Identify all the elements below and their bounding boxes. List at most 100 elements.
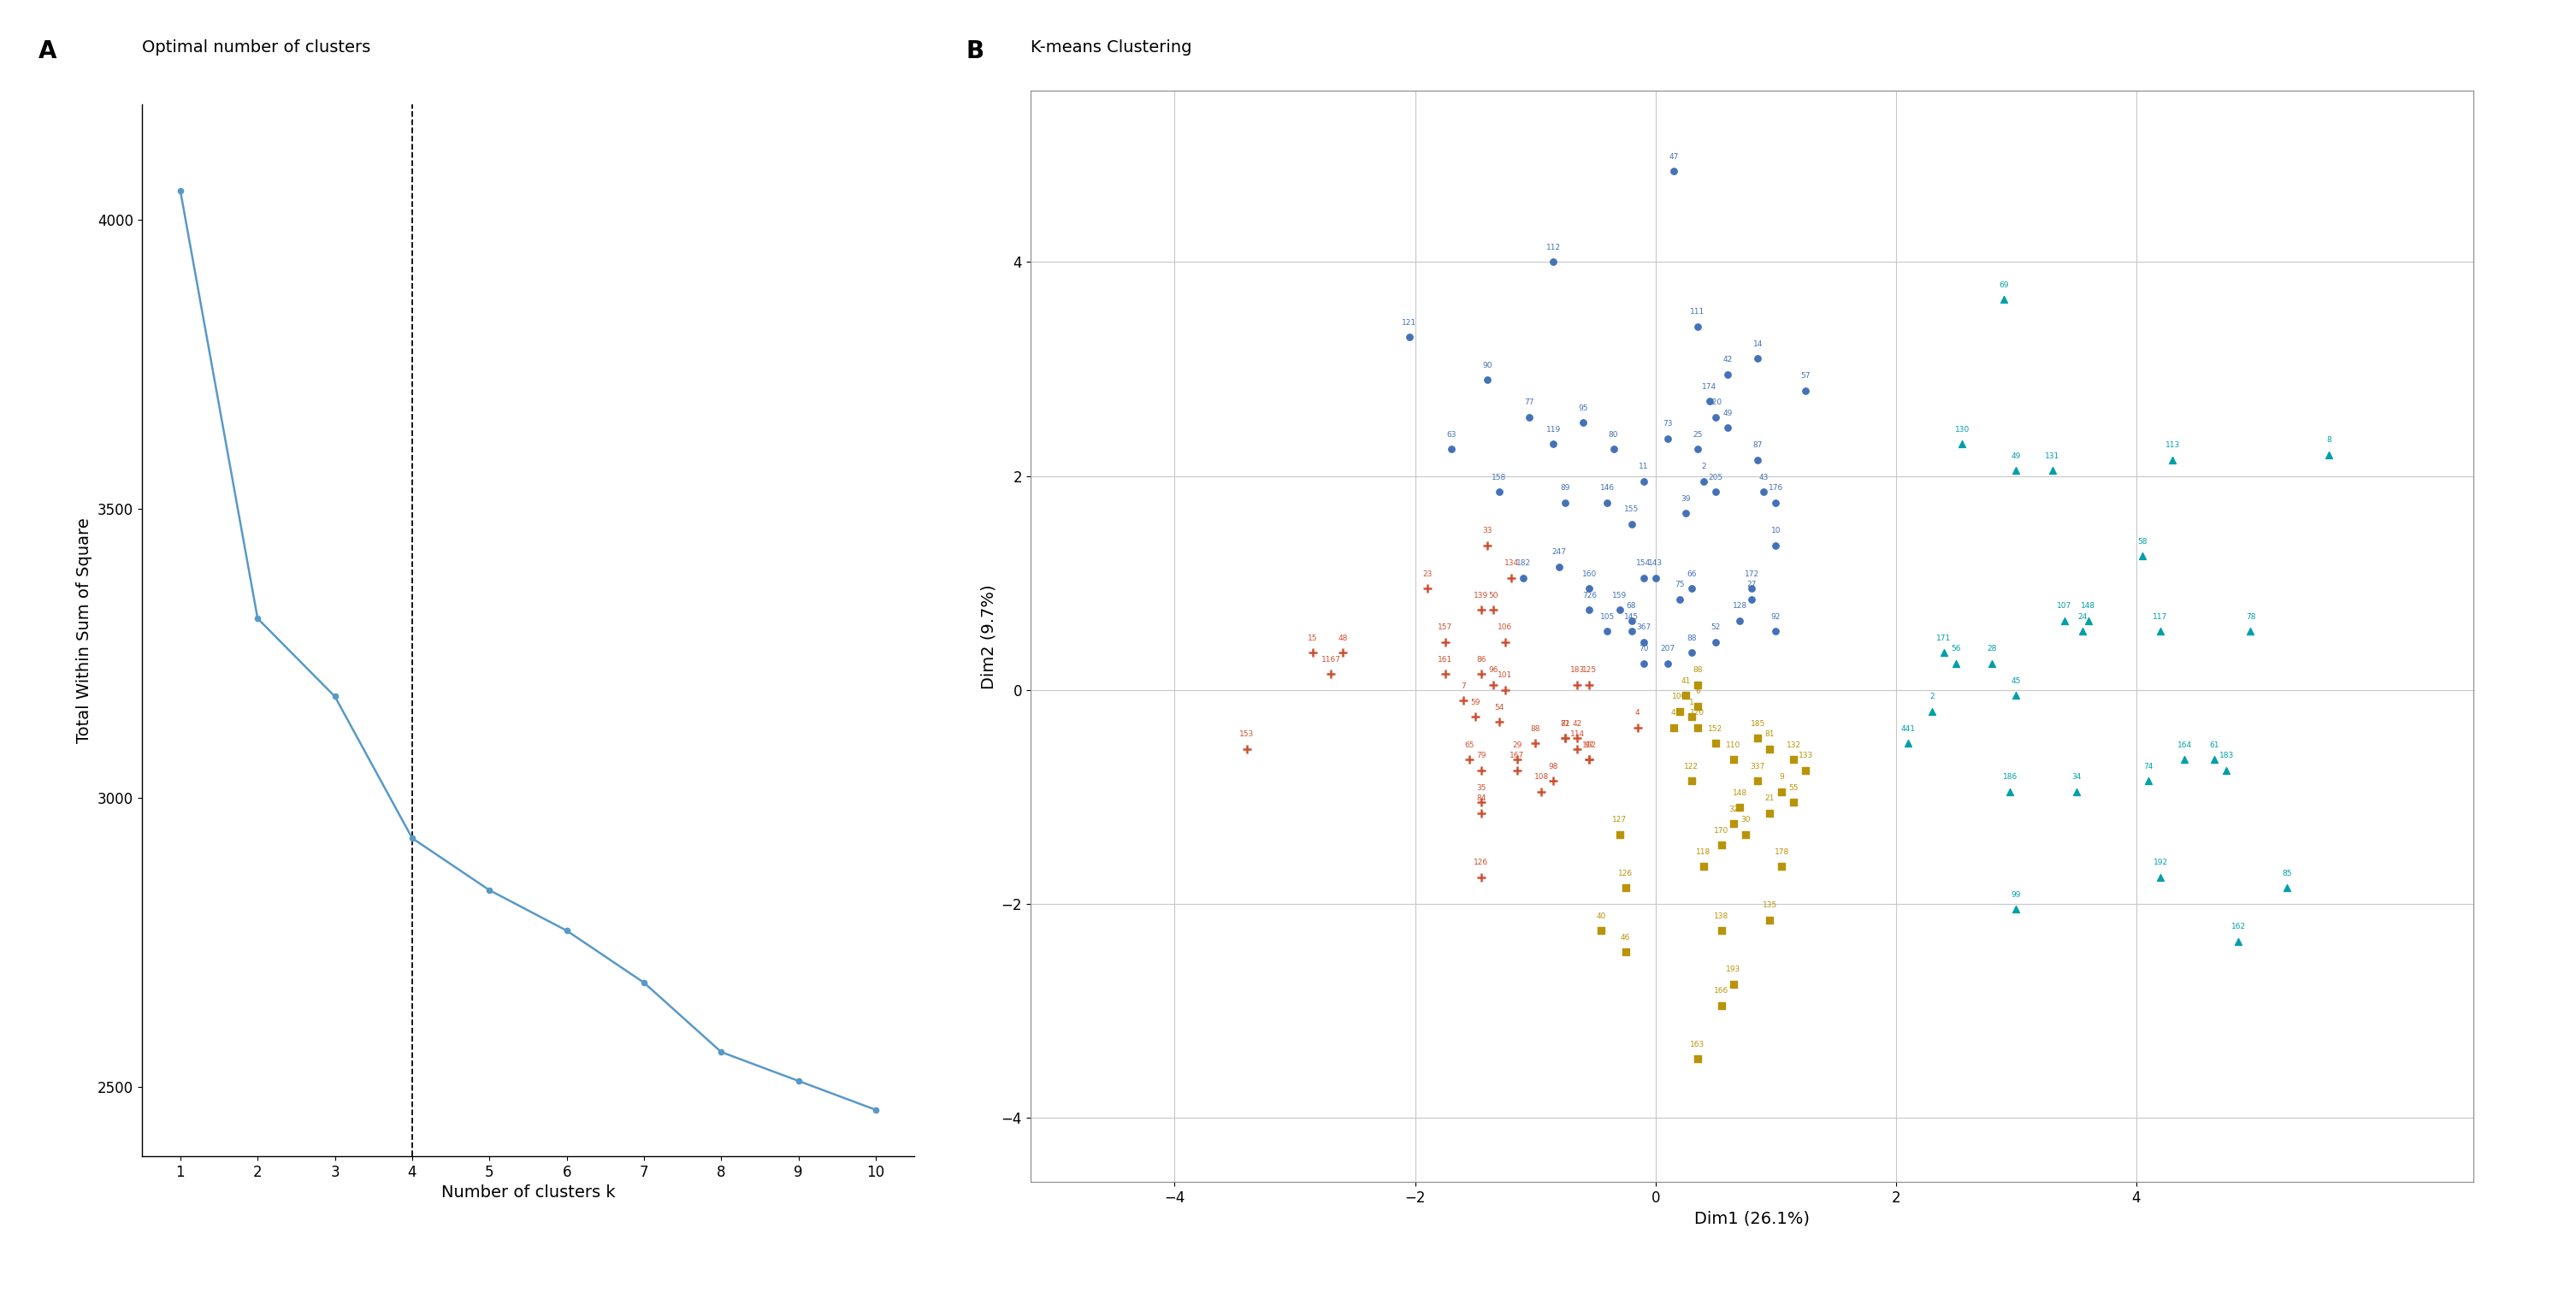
Point — [1610, 514, 1651, 535]
Text: 192: 192 — [2154, 859, 2169, 866]
Point — [1388, 326, 1430, 347]
Point — [1695, 482, 1736, 503]
Point — [1713, 813, 1754, 834]
Point — [1785, 381, 1826, 401]
Text: 9: 9 — [1780, 773, 1785, 781]
Text: 120: 120 — [1690, 709, 1705, 717]
Text: 39: 39 — [1680, 495, 1690, 503]
Text: 57: 57 — [1801, 372, 1811, 379]
Point — [1623, 472, 1664, 492]
Text: 58: 58 — [2138, 538, 2148, 546]
Text: 170: 170 — [1713, 826, 1728, 834]
Point — [1533, 434, 1574, 455]
Point — [1623, 631, 1664, 652]
Point — [1695, 733, 1736, 753]
Point — [1587, 492, 1628, 513]
Text: 54: 54 — [1494, 704, 1504, 712]
Point — [1682, 856, 1723, 877]
Text: 132: 132 — [1785, 742, 1801, 748]
Point — [1425, 664, 1466, 685]
Point — [2308, 444, 2349, 465]
Point — [1564, 412, 1605, 433]
Text: 100: 100 — [1672, 692, 1687, 700]
Point — [1448, 750, 1489, 770]
Text: 6: 6 — [1695, 687, 1700, 695]
Text: 102: 102 — [1582, 742, 1597, 748]
Point — [1592, 439, 1633, 460]
Text: 49: 49 — [2012, 452, 2022, 460]
Point — [1515, 733, 1556, 753]
Point — [1618, 717, 1659, 738]
Text: 111: 111 — [1690, 308, 1705, 316]
Text: 29: 29 — [1512, 742, 1522, 748]
Text: 1167: 1167 — [1321, 656, 1340, 664]
Point — [1731, 578, 1772, 599]
Point — [1713, 750, 1754, 770]
Text: 163: 163 — [1690, 1040, 1705, 1048]
Point — [1293, 642, 1334, 662]
Point — [1672, 707, 1713, 727]
Text: 160: 160 — [1582, 570, 1597, 578]
Point — [1690, 391, 1731, 412]
Text: 143: 143 — [1649, 560, 1664, 566]
Point — [1226, 738, 1267, 759]
Text: 61: 61 — [2210, 742, 2221, 748]
Text: 205: 205 — [1708, 474, 1723, 482]
Y-axis label: Dim2 (9.7%): Dim2 (9.7%) — [979, 585, 997, 688]
Text: 97: 97 — [1584, 742, 1595, 748]
Text: 133: 133 — [1798, 752, 1814, 760]
Text: 207: 207 — [1659, 644, 1674, 652]
Point — [1461, 803, 1502, 824]
Text: 75: 75 — [1674, 581, 1685, 588]
Point — [1510, 407, 1551, 427]
Point — [1695, 631, 1736, 652]
Point — [1623, 568, 1664, 588]
Text: 337: 337 — [1749, 763, 1765, 770]
Text: 167: 167 — [1510, 752, 1525, 760]
Text: 66: 66 — [1687, 570, 1698, 578]
Point — [2056, 781, 2097, 801]
Text: 47: 47 — [1669, 153, 1680, 161]
Text: 183: 183 — [2218, 752, 2233, 760]
Point — [1623, 653, 1664, 674]
Point — [2069, 611, 2110, 631]
Text: 122: 122 — [1685, 763, 1698, 770]
Point — [1700, 995, 1741, 1016]
Point — [1971, 653, 2012, 674]
Point — [2141, 621, 2182, 642]
Text: 112: 112 — [1546, 244, 1561, 252]
Text: 101: 101 — [1497, 672, 1512, 679]
Point — [1321, 642, 1363, 662]
Text: 117: 117 — [2154, 613, 2169, 621]
Point — [1736, 449, 1777, 470]
Point — [1546, 492, 1587, 513]
Point — [2032, 460, 2074, 481]
Text: 56: 56 — [1950, 644, 1960, 652]
Point — [1989, 781, 2030, 801]
Point — [2195, 750, 2236, 770]
Point — [1749, 803, 1790, 824]
Point — [2151, 449, 2192, 470]
Text: 71: 71 — [1561, 720, 1571, 727]
Point — [1682, 472, 1723, 492]
Text: 186: 186 — [2002, 773, 2017, 781]
Text: 183: 183 — [1569, 666, 1584, 674]
Point — [1772, 750, 1814, 770]
Text: 95: 95 — [1579, 404, 1589, 412]
Point — [1659, 588, 1700, 609]
Text: 139: 139 — [1473, 591, 1489, 599]
Point — [1772, 792, 1814, 813]
Point — [1677, 1048, 1718, 1069]
Point — [1443, 690, 1484, 711]
Text: 126: 126 — [1618, 869, 1633, 877]
Point — [1556, 738, 1597, 759]
Text: 2: 2 — [1700, 462, 1705, 470]
Point — [1700, 920, 1741, 940]
Point — [2205, 760, 2246, 781]
Text: 49: 49 — [1723, 409, 1734, 417]
Point — [1636, 568, 1677, 588]
Text: 4: 4 — [1636, 709, 1641, 717]
Point — [1610, 611, 1651, 631]
Text: 127: 127 — [1613, 816, 1628, 824]
Point — [2164, 750, 2205, 770]
